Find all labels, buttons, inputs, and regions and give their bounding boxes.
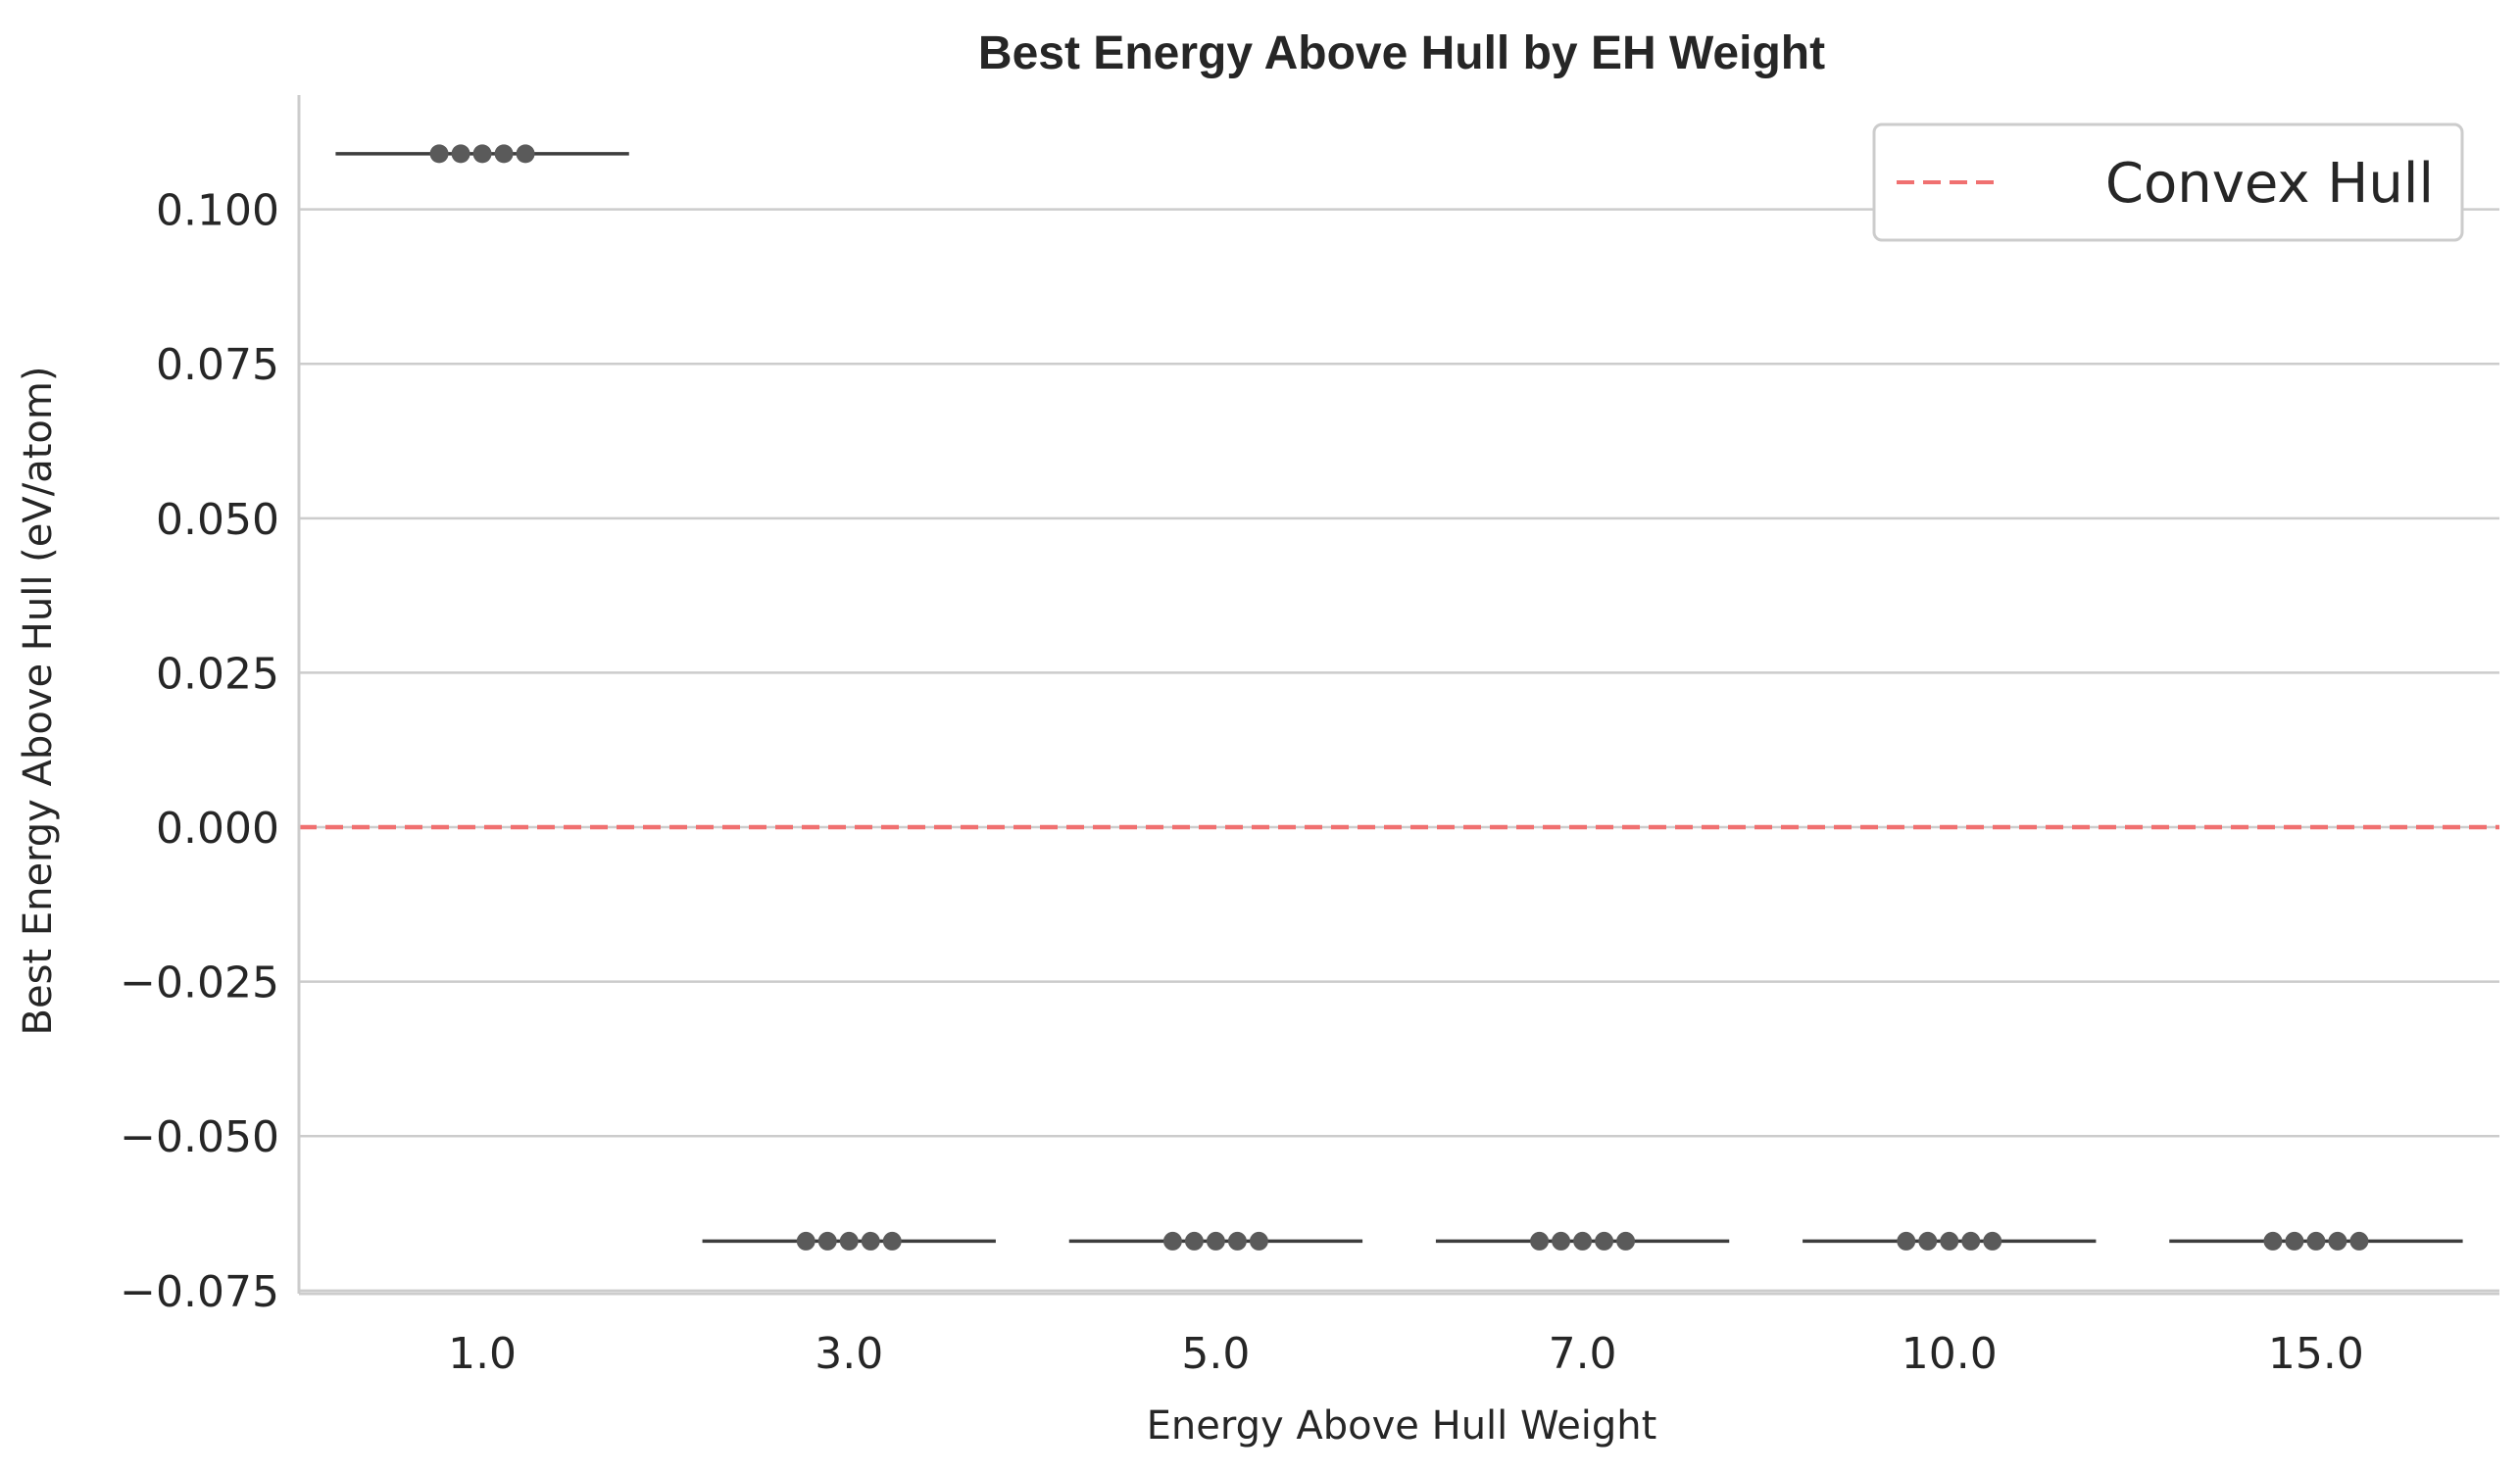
legend-label: Convex Hull bbox=[2105, 152, 2434, 216]
y-tick-label: −0.075 bbox=[120, 1267, 279, 1317]
x-tick-label: 15.0 bbox=[2268, 1329, 2364, 1379]
data-point-15.0-1 bbox=[2285, 1231, 2304, 1251]
data-point-5.0-0 bbox=[1162, 1231, 1182, 1251]
y-tick-label: 0.000 bbox=[156, 804, 279, 854]
data-point-3.0-2 bbox=[839, 1231, 859, 1251]
data-point-15.0-0 bbox=[2263, 1231, 2283, 1251]
data-point-1.0-4 bbox=[516, 144, 535, 164]
data-point-15.0-4 bbox=[2349, 1231, 2369, 1251]
data-point-7.0-1 bbox=[1552, 1231, 1571, 1251]
data-point-3.0-4 bbox=[882, 1231, 902, 1251]
data-point-10.0-0 bbox=[1897, 1231, 1916, 1251]
data-marks bbox=[335, 144, 2463, 1251]
data-point-1.0-1 bbox=[451, 144, 470, 164]
data-point-5.0-3 bbox=[1227, 1231, 1247, 1251]
data-point-15.0-2 bbox=[2306, 1231, 2326, 1251]
data-point-5.0-4 bbox=[1249, 1231, 1268, 1251]
data-point-7.0-2 bbox=[1573, 1231, 1593, 1251]
data-point-7.0-0 bbox=[1530, 1231, 1550, 1251]
x-axis-label: Energy Above Hull Weight bbox=[1147, 1403, 1657, 1449]
data-point-10.0-2 bbox=[1940, 1231, 1959, 1251]
data-point-10.0-3 bbox=[1961, 1231, 1981, 1251]
x-tick-label: 3.0 bbox=[815, 1329, 883, 1379]
x-tick-label: 7.0 bbox=[1549, 1329, 1617, 1379]
data-point-7.0-3 bbox=[1595, 1231, 1614, 1251]
data-point-10.0-4 bbox=[1983, 1231, 2002, 1251]
x-tick-label: 1.0 bbox=[448, 1329, 517, 1379]
y-tick-label: 0.075 bbox=[156, 340, 279, 390]
gridlines bbox=[299, 208, 2499, 1293]
data-point-1.0-2 bbox=[472, 144, 492, 164]
legend-box bbox=[1872, 123, 2464, 242]
data-point-3.0-1 bbox=[817, 1231, 837, 1251]
data-point-10.0-1 bbox=[1918, 1231, 1938, 1251]
y-axis-label: Best Energy Above Hull (eV/atom) bbox=[16, 367, 61, 1036]
data-point-3.0-0 bbox=[796, 1231, 815, 1251]
chart-title: Best Energy Above Hull by EH Weight bbox=[978, 27, 1825, 79]
data-point-3.0-3 bbox=[861, 1231, 880, 1251]
y-tick-label: 0.100 bbox=[156, 186, 279, 236]
legend: Convex Hull bbox=[1872, 123, 2464, 242]
x-tick-label: 10.0 bbox=[1902, 1329, 1998, 1379]
y-tick-labels: 0.100 0.075 0.050 0.025 0.000 −0.025 −0.050 −0.… bbox=[120, 186, 279, 1317]
axes-frame bbox=[297, 95, 2499, 1296]
data-point-7.0-4 bbox=[1616, 1231, 1636, 1251]
data-point-15.0-3 bbox=[2328, 1231, 2347, 1251]
y-tick-label: −0.025 bbox=[120, 958, 279, 1008]
y-tick-label: 0.050 bbox=[156, 495, 279, 545]
y-tick-label: −0.050 bbox=[120, 1112, 279, 1162]
x-tick-label: 5.0 bbox=[1181, 1329, 1250, 1379]
data-point-5.0-1 bbox=[1184, 1231, 1204, 1251]
data-point-1.0-0 bbox=[429, 144, 449, 164]
data-point-1.0-3 bbox=[494, 144, 514, 164]
data-point-5.0-2 bbox=[1206, 1231, 1225, 1251]
y-tick-label: 0.025 bbox=[156, 649, 279, 699]
x-tick-labels: 1.0 3.0 5.0 7.0 10.0 15.0 bbox=[448, 1329, 2364, 1379]
